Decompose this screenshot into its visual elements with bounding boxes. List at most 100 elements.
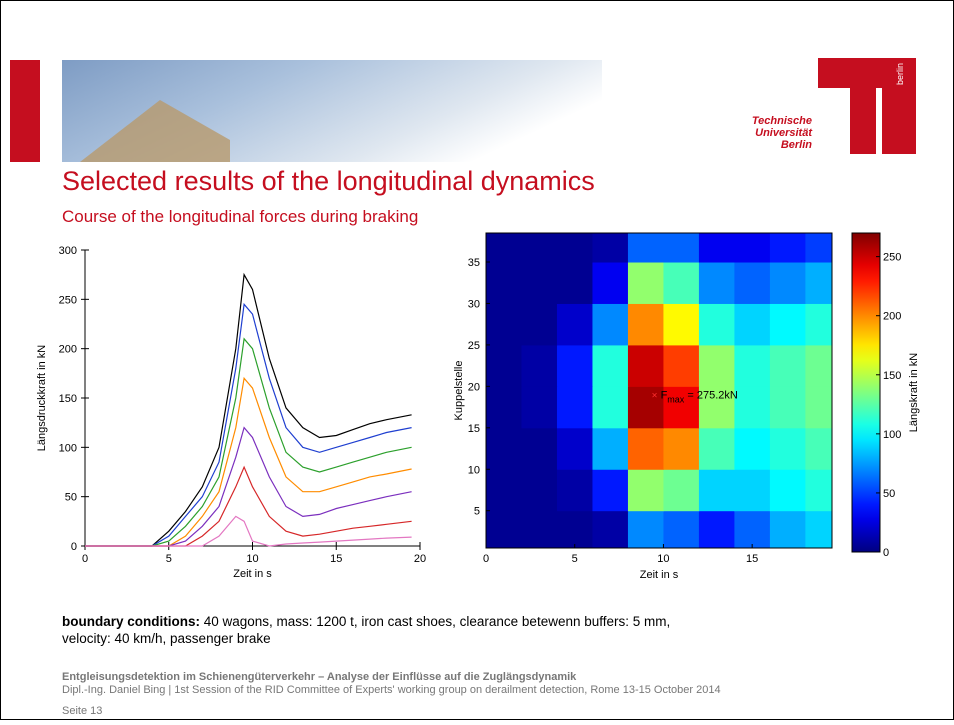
y-tick-label: 0 (71, 541, 77, 553)
series-line (85, 378, 412, 546)
y-tick-label: 50 (65, 492, 77, 504)
annotation-rest: = 275.2kN (684, 390, 738, 402)
red-block (10, 60, 40, 162)
heat-cell (628, 469, 664, 511)
heat-cell (486, 428, 522, 470)
logo-side: berlin (895, 63, 905, 85)
x-tick-label: 15 (330, 553, 342, 565)
x-tick-label: 5 (166, 553, 172, 565)
heat-cell (521, 511, 557, 553)
heat-cell (734, 303, 770, 345)
heat-cell (521, 262, 557, 304)
heat-cell (805, 386, 841, 428)
series-line (85, 516, 412, 546)
heat-cell (805, 303, 841, 345)
heat-cell (699, 303, 735, 345)
colorbar-label: Längskraft in kN (908, 353, 920, 433)
heat-cell (486, 386, 522, 428)
heat-cell (557, 428, 593, 470)
heat-cell (592, 469, 628, 511)
heat-cell (592, 303, 628, 345)
heat-cell (734, 386, 770, 428)
heat-cell (628, 345, 664, 387)
heat-cell (486, 469, 522, 511)
heat-cell (663, 511, 699, 553)
heat-cell (770, 386, 806, 428)
heat-cell (770, 511, 806, 553)
heat-cell (734, 345, 770, 387)
y-tick-label: 150 (59, 393, 77, 405)
slide-subtitle: Course of the longitudinal forces during… (62, 207, 418, 226)
colorbar (852, 233, 880, 552)
heat-cell (699, 229, 735, 263)
heat-cell (557, 229, 593, 263)
y-tick-label: 300 (59, 245, 77, 257)
heat-cell (486, 345, 522, 387)
y-tick-label: 35 (468, 257, 480, 269)
heat-cell (486, 262, 522, 304)
heat-cell (734, 428, 770, 470)
annotation-sub: max (667, 395, 685, 405)
y-tick-label: 30 (468, 298, 480, 310)
heat-cell (628, 386, 664, 428)
heat-cell (486, 511, 522, 553)
heat-cell (805, 262, 841, 304)
heat-cell (628, 262, 664, 304)
x-tick-label: 20 (414, 553, 426, 565)
heat-cell (663, 303, 699, 345)
x-axis-label: Zeit in s (233, 568, 272, 580)
x-tick-label: 10 (657, 553, 669, 565)
colorbar-tick-label: 50 (883, 488, 895, 500)
heat-cell (521, 469, 557, 511)
heat-cell (699, 262, 735, 304)
y-tick-label: 250 (59, 294, 77, 306)
heat-cell (805, 428, 841, 470)
x-tick-label: 5 (572, 553, 578, 565)
colorbar-tick-label: 250 (883, 252, 901, 264)
y-tick-label: 15 (468, 423, 480, 435)
y-tick-label: 25 (468, 340, 480, 352)
max-marker: × (652, 391, 658, 402)
x-axis-label: Zeit in s (640, 569, 679, 581)
heat-cell (770, 428, 806, 470)
heat-cell (521, 229, 557, 263)
y-axis-label: Kuppelstelle (453, 361, 465, 421)
logo-text: Berlin (781, 139, 812, 151)
logo-text: Universität (755, 127, 813, 139)
heat-cell (770, 469, 806, 511)
logo-text: Technische (752, 115, 812, 127)
conditions-text: 40 wagons, mass: 1200 t, iron cast shoes… (200, 614, 670, 629)
heat-cell (521, 386, 557, 428)
colorbar-tick-label: 150 (883, 370, 901, 382)
heat-cell (663, 469, 699, 511)
heat-cell (628, 511, 664, 553)
conditions: boundary conditions: 40 wagons, mass: 12… (62, 614, 670, 629)
y-axis-label: Längsdruckkraft in kN (36, 345, 48, 451)
y-tick-label: 200 (59, 344, 77, 356)
heat-cell (770, 303, 806, 345)
x-tick-label: 10 (246, 553, 258, 565)
heat-cell (805, 229, 841, 263)
logo-stem (850, 58, 876, 154)
colorbar-tick-label: 0 (883, 547, 889, 559)
x-tick-label: 0 (483, 553, 489, 565)
slide-title: Selected results of the longitudinal dyn… (62, 166, 595, 196)
heat-cell (663, 262, 699, 304)
heat-cell (592, 262, 628, 304)
page-number: Seite 13 (62, 705, 102, 717)
heat-cell (663, 428, 699, 470)
heat-cell (699, 511, 735, 553)
series-line (85, 275, 412, 546)
y-tick-label: 5 (474, 506, 480, 518)
colorbar-tick-label: 100 (883, 429, 901, 441)
heat-cell (521, 303, 557, 345)
conditions: velocity: 40 km/h, passenger brake (62, 631, 271, 646)
heat-cell (521, 345, 557, 387)
heat-cell (770, 345, 806, 387)
heat-cell (592, 229, 628, 263)
heat-cell (592, 428, 628, 470)
heat-cell (805, 345, 841, 387)
heat-cell (628, 428, 664, 470)
heat-cell (628, 303, 664, 345)
series-line (85, 304, 412, 546)
